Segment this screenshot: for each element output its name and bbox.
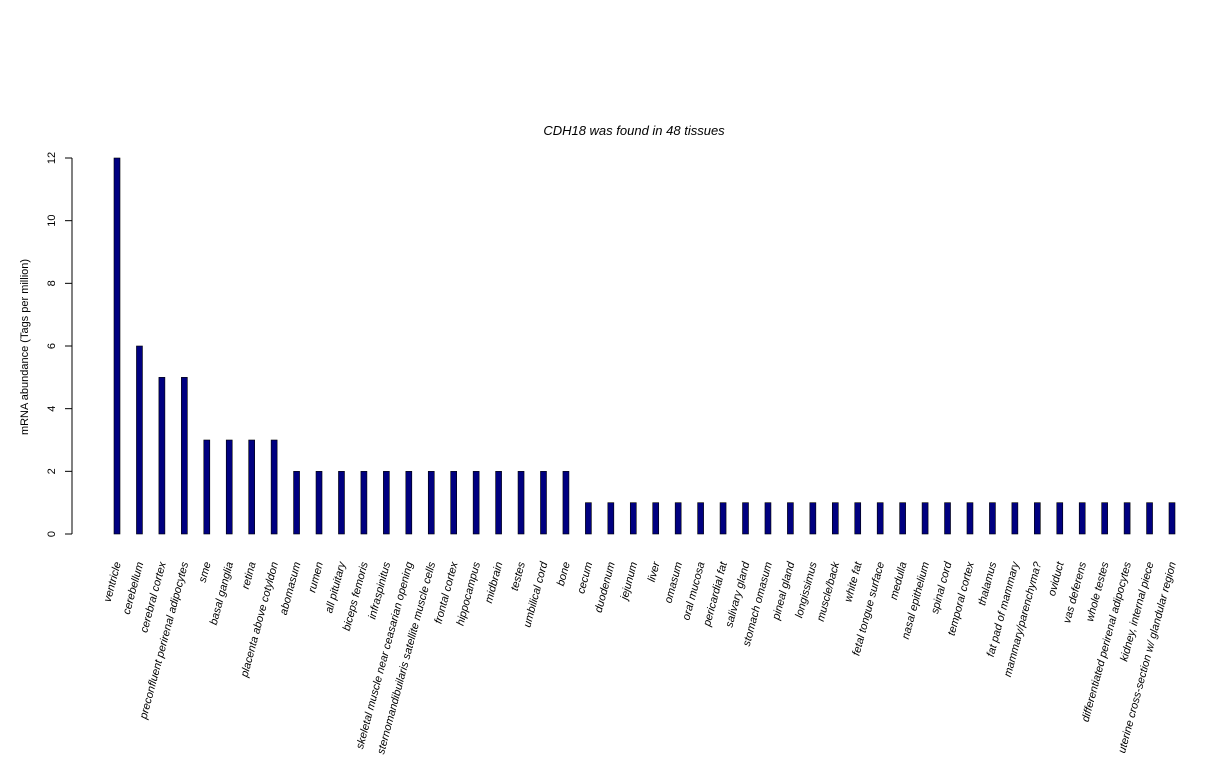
y-tick-label: 2 [46,468,58,474]
bar [607,502,615,535]
y-axis: 0 2 4 6 8 10 12 [46,152,73,537]
bar [293,471,300,535]
x-category-label: jejunum [618,561,640,603]
bar [899,502,906,535]
x-category-label: thalamus [976,560,999,607]
bar [360,471,368,535]
x-category-label: sme [197,561,214,584]
bar [1123,502,1131,535]
bar [1056,502,1064,535]
bar [1011,502,1019,535]
bar [1101,502,1108,535]
bar [854,502,862,535]
bar [764,502,772,535]
bar [674,502,682,535]
bar [831,502,839,535]
x-category-label: omasum [663,561,686,605]
x-category-label: oviduct [1046,560,1067,598]
bar [629,502,637,535]
bar [338,471,345,535]
y-tick-label: 8 [46,280,58,286]
bar [652,502,660,535]
bar [944,502,951,535]
bar [315,471,323,535]
bar [517,471,525,535]
bar [270,439,278,535]
bar [181,377,188,535]
x-category-label: longissimus [793,560,820,619]
bar [742,502,749,535]
bar [876,502,884,535]
x-category-label: cecum [575,561,595,595]
bar [136,345,143,535]
bars [113,157,1176,535]
bar [203,439,211,535]
x-category-label: muscle/back [815,560,843,623]
bar [1168,502,1176,535]
x-category-label: testes [509,560,528,592]
x-category-label: rumen [306,561,326,594]
bar [383,471,390,535]
bar [248,439,255,535]
y-tick-label: 10 [46,215,58,227]
bar [562,471,570,535]
x-category-label: bone [555,561,573,588]
x-category-label: ventricle [102,561,124,604]
bar [450,471,458,535]
bar [989,502,996,535]
x-category-label: abomasum [278,561,304,617]
x-category-label: retina [240,561,259,591]
chart-title: CDH18 was found in 48 tissues [543,123,725,138]
x-category-label: liver [646,559,663,583]
bar [113,157,121,535]
y-axis-label: mRNA abundance (Tags per million) [19,259,31,435]
bar [225,439,233,535]
bar [540,471,547,535]
bar [495,471,502,535]
bar [158,377,166,535]
y-tick-label: 0 [46,531,58,537]
x-category-label: all pituitary [323,559,349,614]
bar [585,502,592,535]
x-category-label: white fat [842,560,864,604]
bar [472,471,480,535]
x-category-label: infraspinitus [366,560,393,620]
x-category-label: cerebellum [121,561,147,616]
x-category-label: oral mucosa [680,561,707,622]
x-category-label: medulla [888,561,910,601]
x-category-label: preconfluent perirenal adipocytes [137,560,191,721]
x-category-label: midbrain [483,561,506,605]
bar [697,502,704,535]
bar [921,502,929,535]
x-category-label: duodenum [593,561,618,614]
x-category-label: basal ganglia [208,561,236,627]
bar [787,502,794,535]
bar [966,502,974,535]
y-tick-label: 12 [46,152,58,164]
bar [427,471,435,535]
bar [1034,502,1041,535]
bar [719,502,727,535]
bar [1146,502,1153,535]
x-category-label: spinal cord [929,560,955,615]
y-tick-label: 4 [46,406,58,412]
bar [1078,502,1086,535]
y-tick-label: 6 [46,343,58,349]
bar [405,471,413,535]
bar [809,502,817,535]
